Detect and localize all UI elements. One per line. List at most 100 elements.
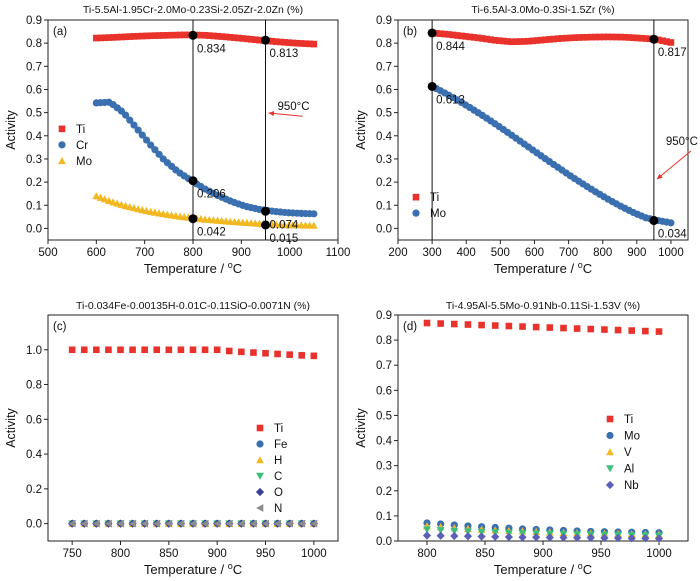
data-point — [436, 531, 445, 540]
series-mo — [92, 192, 318, 229]
data-point — [495, 37, 503, 44]
y-tick-label: 1.0 — [26, 345, 42, 357]
data-point — [453, 32, 461, 39]
data-point — [155, 32, 163, 39]
data-point — [172, 31, 180, 39]
callout-label: 0.844 — [436, 41, 465, 53]
data-point — [237, 519, 245, 528]
data-point — [554, 35, 562, 42]
data-point — [189, 519, 197, 528]
y-tick-label: 0.3 — [376, 461, 392, 473]
data-point — [80, 519, 88, 528]
chart-panel-3: Ti-0.034Fe-0.00135H-0.01C-0.11SiO-0.0071… — [4, 300, 339, 577]
data-point — [450, 531, 459, 541]
y-tick-label: 0.2 — [26, 484, 42, 496]
data-point — [262, 349, 269, 357]
y-tick-label: 0.3 — [376, 154, 392, 166]
y-tick-label: 0.2 — [376, 177, 392, 189]
data-point — [579, 34, 587, 41]
data-point — [272, 38, 280, 45]
data-point — [126, 33, 134, 40]
data-point — [201, 31, 209, 39]
data-point — [122, 33, 129, 41]
data-point — [423, 526, 431, 534]
data-point — [642, 327, 649, 335]
x-tick-label: 900 — [627, 247, 646, 259]
data-point — [634, 34, 641, 42]
legend-label: V — [624, 447, 632, 459]
legend-marker — [256, 456, 264, 464]
data-point — [302, 40, 309, 47]
y-tick-label: 0.9 — [376, 15, 392, 27]
data-point — [533, 37, 541, 44]
data-point — [559, 533, 568, 542]
data-point — [105, 34, 113, 41]
y-axis-label: Activity — [354, 109, 368, 149]
series-mo — [428, 82, 675, 227]
y-tick-label: 0.0 — [26, 223, 42, 235]
legend: Ti Mo — [412, 192, 446, 220]
legend-marker — [256, 504, 264, 512]
annotation-arrowhead — [268, 110, 275, 117]
plot-frame — [47, 314, 339, 542]
data-point — [140, 519, 148, 528]
legend-marker — [606, 415, 614, 423]
y-tick-label: 0.0 — [376, 536, 392, 548]
data-point — [177, 519, 185, 528]
chart-title: Ti-4.95Al-5.5Mo-0.91Nb-0.11Si-1.53V (%) — [446, 300, 640, 312]
data-point — [491, 322, 499, 329]
data-point — [504, 38, 511, 45]
data-point — [93, 34, 100, 42]
data-point — [249, 519, 257, 528]
data-point — [147, 32, 155, 40]
data-point — [268, 37, 276, 45]
data-point — [592, 33, 599, 41]
x-tick-label: 800 — [593, 247, 612, 259]
annotation-label: 950°C — [278, 101, 310, 113]
panel-label: (d) — [403, 321, 417, 333]
y-tick-label: 0.6 — [376, 84, 392, 96]
data-point — [105, 346, 112, 354]
data-point — [297, 40, 305, 47]
y-tick-label: 0.7 — [26, 61, 42, 73]
plot-frame — [397, 19, 689, 241]
data-point — [587, 325, 595, 333]
data-point — [97, 34, 104, 42]
data-point — [550, 35, 557, 43]
y-tick-label: 0.6 — [26, 414, 42, 426]
data-point — [575, 34, 583, 41]
data-point — [520, 38, 528, 45]
y-tick-label: 0.8 — [376, 38, 392, 50]
y-tick-label: 0.2 — [376, 486, 392, 498]
x-tick-label: 1100 — [326, 247, 351, 259]
y-tick-label: 0.5 — [26, 108, 42, 120]
data-point — [180, 31, 188, 39]
callout-marker — [649, 216, 659, 226]
data-point — [537, 36, 545, 44]
data-point — [508, 38, 516, 46]
callout-label: 0.813 — [270, 48, 299, 60]
data-point — [134, 126, 142, 134]
chart-panel-4: Ti-4.95Al-5.5Mo-0.91Nb-0.11Si-1.53V (%) (… — [354, 300, 689, 577]
chart-title: Ti-5.5Al-1.95Cr-2.0Mo-0.23Si-2.05Zr-2.0Z… — [83, 4, 303, 16]
data-point — [286, 351, 293, 358]
data-point — [168, 31, 175, 39]
data-point — [165, 346, 173, 354]
y-tick-label: 0.9 — [26, 15, 42, 27]
data-point — [491, 36, 499, 44]
data-point — [310, 352, 318, 360]
data-point — [117, 346, 124, 354]
data-point — [128, 519, 136, 528]
annotation-label: 950°C — [666, 136, 698, 148]
x-tick-label: 800 — [111, 548, 130, 560]
callout-label: 0.834 — [197, 43, 226, 55]
data-point — [562, 34, 570, 42]
data-point — [558, 35, 566, 42]
data-point — [512, 38, 520, 45]
series-mo — [423, 519, 663, 537]
data-point — [422, 531, 432, 540]
x-tick-label: 750 — [63, 548, 82, 560]
data-point — [470, 34, 478, 41]
x-tick-label: 1000 — [646, 548, 672, 560]
data-point — [462, 33, 469, 40]
